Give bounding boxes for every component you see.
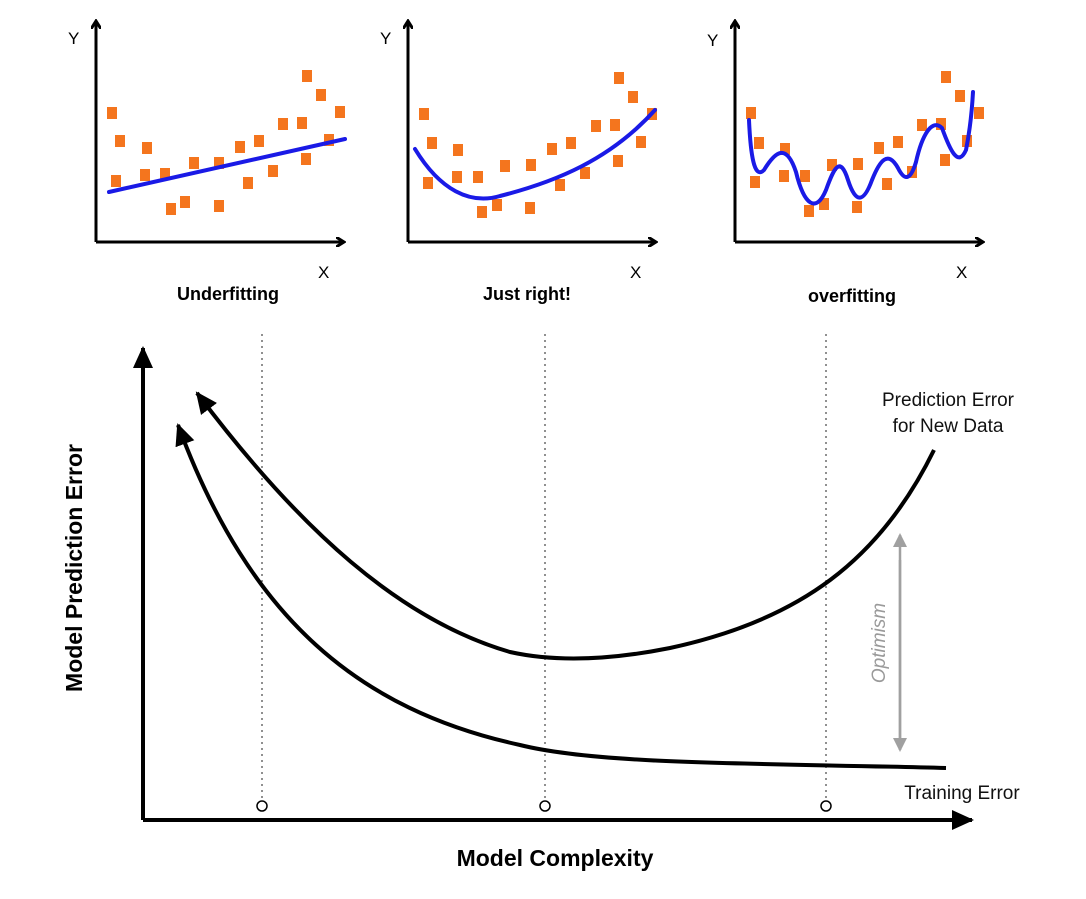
- fit-curve: [747, 90, 975, 206]
- prediction-error-curve: [195, 391, 936, 661]
- panel-title: Just right!: [483, 284, 571, 304]
- panel-just-right: Y X Just right!: [380, 22, 657, 304]
- guide-marker-underfitting: [256, 800, 268, 812]
- training-error-label: Training Error: [904, 783, 1020, 804]
- fit-curve: [413, 108, 657, 201]
- main-y-label: Model Prediction Error: [61, 444, 87, 692]
- panel-y-label: Y: [380, 29, 391, 48]
- training-error-curve: [175, 423, 947, 770]
- panel-title: Underfitting: [177, 284, 279, 304]
- guide-marker-just-right: [539, 800, 551, 812]
- panel-x-label: X: [956, 263, 967, 282]
- fit-line: [107, 137, 347, 194]
- panel-x-label: X: [318, 263, 329, 282]
- data-points: [419, 72, 657, 218]
- data-points: [107, 70, 345, 215]
- panel-overfitting: Y X overfitting: [707, 22, 984, 306]
- main-diagram: Optimism Prediction Error for New Data T…: [61, 334, 1020, 871]
- panel-y-label: Y: [68, 29, 79, 48]
- guide-marker-overfitting: [820, 800, 832, 812]
- prediction-error-label-line2: for New Data: [893, 416, 1004, 437]
- data-points: [746, 71, 984, 217]
- optimism-label: Optimism: [869, 603, 890, 683]
- panel-title: overfitting: [808, 286, 896, 306]
- panel-x-label: X: [630, 263, 641, 282]
- prediction-error-label: Prediction Error: [882, 390, 1015, 411]
- panel-underfitting: Y X Underfitting: [68, 22, 347, 304]
- panel-y-label: Y: [707, 31, 718, 50]
- main-x-label: Model Complexity: [457, 845, 654, 871]
